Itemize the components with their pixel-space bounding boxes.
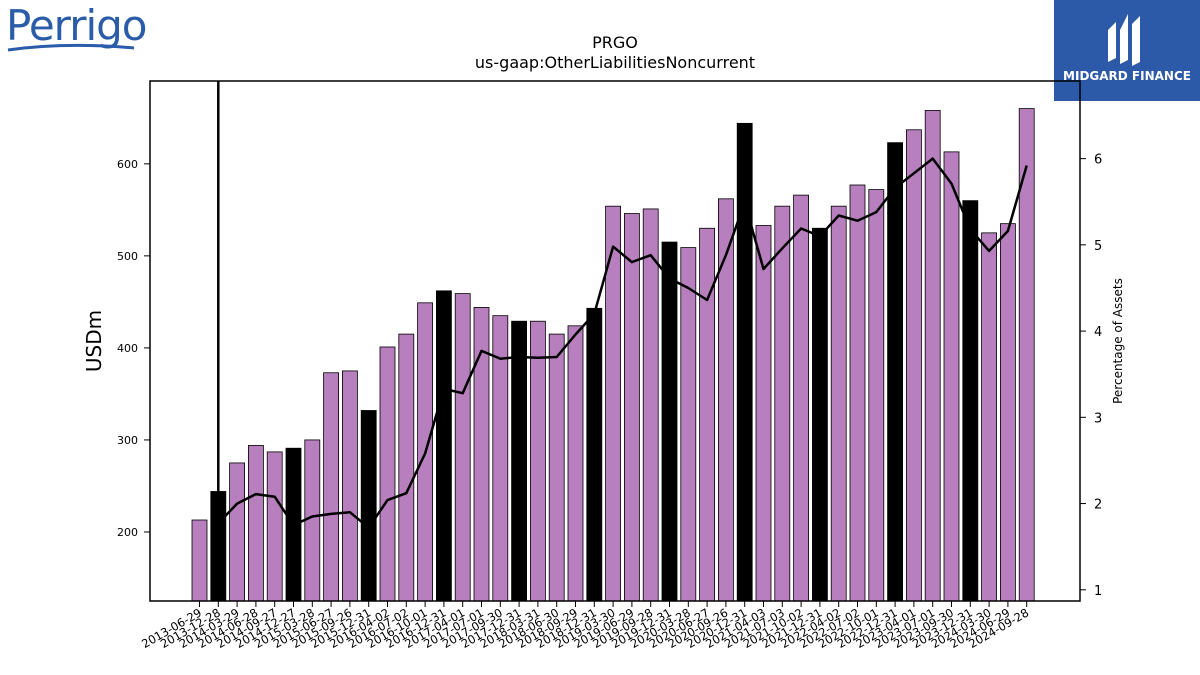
bar	[736, 122, 753, 602]
bar	[229, 462, 246, 602]
bar	[624, 213, 640, 602]
midgard-emblem-icon	[1108, 14, 1140, 66]
bar	[868, 189, 885, 602]
y-axis-label: USDm	[82, 310, 106, 372]
bar	[341, 370, 358, 602]
bar	[661, 241, 678, 602]
y-tick-label: 300	[117, 434, 138, 447]
bar	[454, 293, 471, 602]
bar	[849, 184, 866, 602]
midgard-finance-logo: MIDGARD FINANCE	[1054, 0, 1200, 101]
bar	[793, 194, 809, 602]
y2-axis-label: Percentage of Assets	[1111, 278, 1125, 404]
y2-tick-label: 1	[1094, 584, 1102, 599]
bar	[981, 232, 997, 602]
bar	[906, 129, 922, 602]
bar	[1000, 223, 1016, 602]
bar	[304, 439, 321, 602]
bar	[642, 208, 659, 602]
bar	[247, 445, 264, 602]
bar	[379, 346, 396, 602]
chart-title-ticker: PRGO	[592, 33, 638, 52]
bar	[774, 205, 791, 602]
bar	[530, 320, 546, 602]
bar	[943, 151, 960, 602]
y2-tick-label: 4	[1094, 325, 1102, 340]
y2-tick-label: 2	[1094, 498, 1102, 513]
perrigo-logo-text: Perrigo	[6, 1, 147, 50]
y2-tick-label: 3	[1094, 411, 1102, 426]
bar	[924, 110, 941, 602]
bar	[680, 247, 697, 602]
bar	[699, 227, 715, 602]
bar	[812, 227, 828, 602]
percentage-line	[217, 157, 1028, 529]
bar	[398, 333, 415, 602]
perrigo-swoosh-icon	[7, 43, 135, 52]
bar	[567, 325, 584, 602]
bar	[323, 372, 340, 602]
plot-frame	[149, 80, 1081, 602]
bar	[755, 225, 772, 602]
y-tick-label: 600	[117, 158, 138, 171]
bar	[548, 333, 565, 602]
y-tick-label: 400	[117, 342, 138, 355]
y-tick-label: 500	[117, 250, 138, 263]
y2-tick-label: 5	[1094, 239, 1102, 254]
bar	[511, 320, 528, 602]
bar	[887, 142, 903, 602]
bar	[360, 410, 377, 602]
bar	[266, 451, 283, 602]
bar	[830, 205, 847, 602]
bar	[435, 290, 452, 602]
chart-title-concept: us-gaap:OtherLiabilitiesNoncurrent	[474, 53, 756, 72]
bar	[962, 200, 979, 602]
bar	[191, 519, 208, 602]
y2-tick-label: 6	[1094, 153, 1102, 168]
y-tick-label: 200	[117, 526, 138, 539]
bar	[718, 198, 734, 602]
midgard-logo-text: MIDGARD FINANCE	[1063, 69, 1191, 83]
perrigo-logo: Perrigo	[6, 4, 147, 56]
bar	[586, 307, 603, 602]
